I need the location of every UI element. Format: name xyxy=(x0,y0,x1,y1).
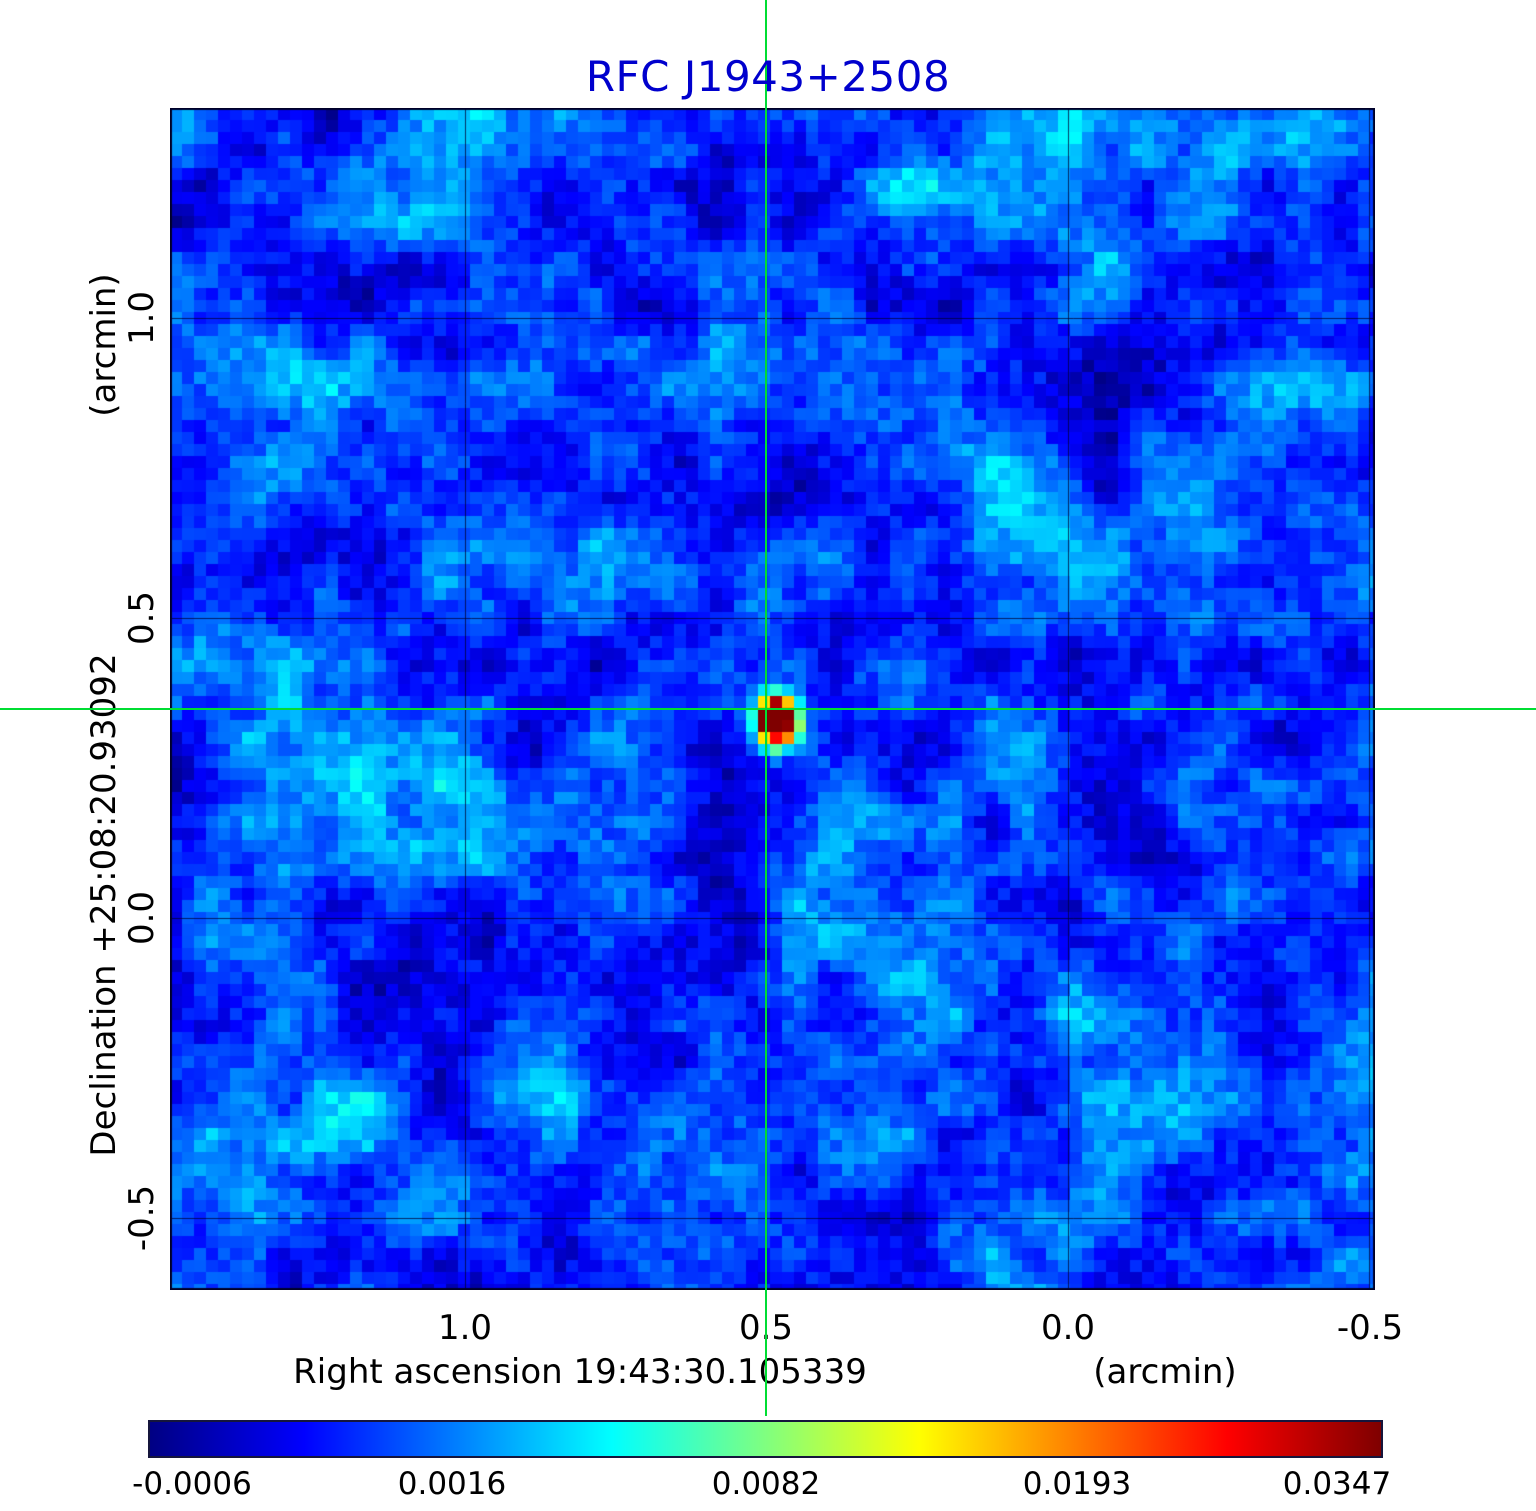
colorbar-tick-label: 0.0016 xyxy=(397,1466,507,1502)
y-axis-tick-label: 0.5 xyxy=(122,590,162,646)
figure-title: RFC J1943+2508 xyxy=(585,52,951,101)
y-axis-tick-label: -0.5 xyxy=(122,1184,162,1252)
x-axis-title: Right ascension 19:43:30.105339 xyxy=(293,1352,867,1392)
colorbar-tick-label: -0.0006 xyxy=(132,1466,252,1502)
y-axis-title: Declination +25:08:20.93092 xyxy=(84,653,124,1157)
sky-map xyxy=(170,108,1375,1290)
x-axis-unit-label: (arcmin) xyxy=(1093,1352,1237,1392)
colorbar xyxy=(148,1420,1383,1458)
crosshair-horizontal-line xyxy=(0,708,1536,710)
colorbar-tick-label: 0.0082 xyxy=(711,1466,821,1502)
x-axis-tick-label: 1.0 xyxy=(437,1308,493,1348)
y-axis-tick-label: 0.0 xyxy=(122,890,162,946)
y-axis-tick-label: 1.0 xyxy=(122,290,162,346)
x-axis-tick-label: -0.5 xyxy=(1336,1308,1404,1348)
colorbar-tick-label: 0.0193 xyxy=(1022,1466,1132,1502)
y-axis-unit-label: (arcmin) xyxy=(84,273,124,417)
colorbar-tick-label: 0.0347 xyxy=(1282,1466,1392,1502)
sky-map-canvas xyxy=(170,108,1375,1290)
x-axis-tick-label: 0.0 xyxy=(1040,1308,1096,1348)
